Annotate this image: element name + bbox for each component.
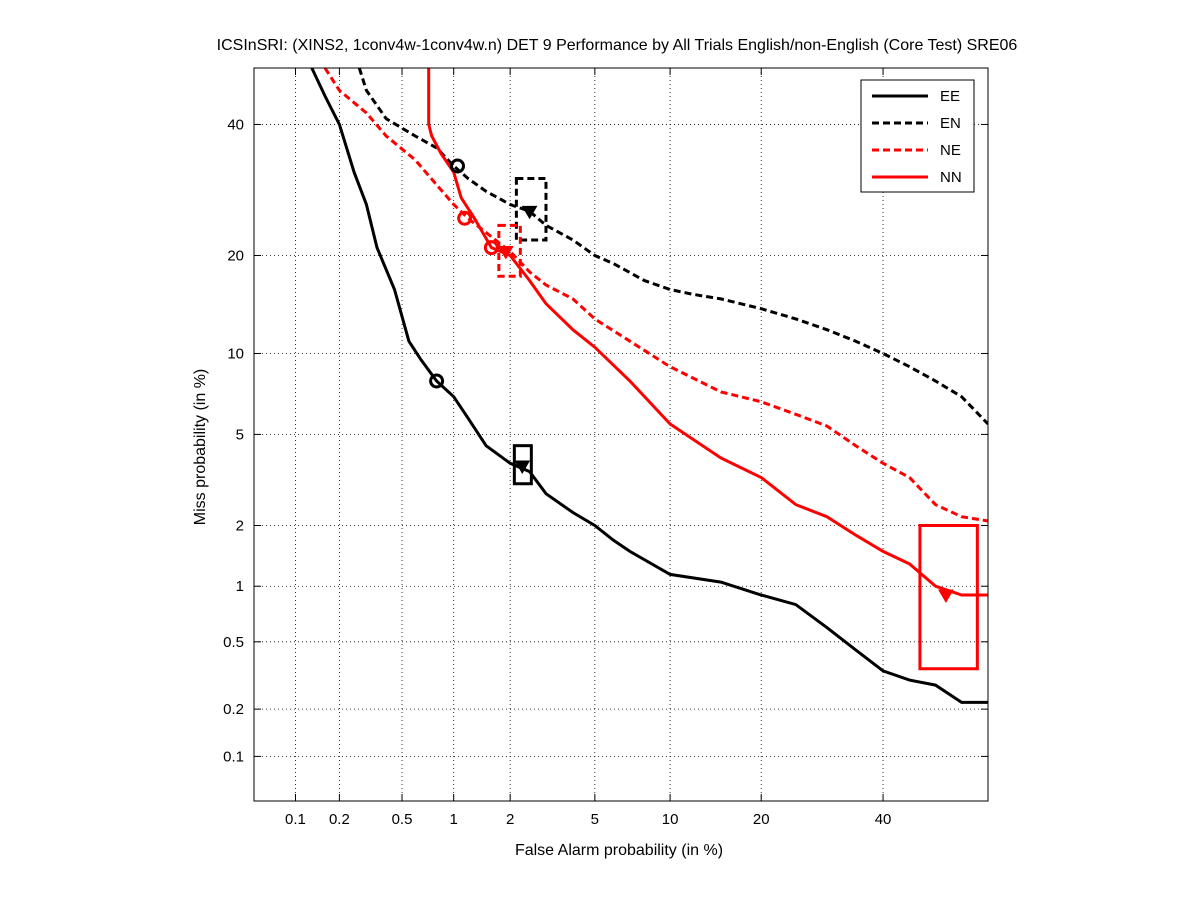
series-line-ne [323,68,988,523]
y-tick-label: 0.2 [223,701,244,718]
y-tick-label: 1 [236,578,244,595]
y-tick-label: 20 [227,247,244,264]
x-tick-label: 5 [591,811,599,828]
x-tick-label: 0.1 [285,811,306,828]
act-dcf-marker-ne [497,246,514,260]
legend-label-ee: EE [940,88,960,105]
chart-title: ICSInSRI: (XINS2, 1conv4w-1conv4w.n) DET… [217,37,1018,54]
x-tick-label: 0.2 [329,811,350,828]
min-dcf-marker-nn [483,240,499,256]
y-tick-label: 40 [227,116,244,133]
min-dcf-marker-ne [457,210,473,226]
y-tick-label: 10 [227,345,244,362]
legend-label-en: EN [940,115,961,132]
y-tick-label: 5 [236,426,244,443]
ci-box-ne [497,223,522,278]
ci-box-en [514,176,548,242]
legend-box [860,79,975,193]
x-tick-label: 20 [753,811,770,828]
x-tick-label: 0.5 [392,811,413,828]
min-dcf-marker-en [450,158,466,174]
marker-layer [429,158,979,671]
x-axis-label: False Alarm probability (in %) [515,842,723,859]
x-tick-label: 40 [875,811,892,828]
min-dcf-marker-ee [429,373,445,389]
series-line-ee [310,68,988,704]
act-dcf-marker-nn [938,589,954,603]
x-tick-label: 10 [662,811,679,828]
legend: EE EN NE NN [860,79,975,193]
legend-label-ne: NE [940,142,961,159]
ci-box-ee [512,444,533,486]
x-tick-label: 1 [450,811,458,828]
ci-box-nn [918,523,979,671]
ticks: 0.1 0.2 0.5 1 2 5 10 20 40 0.1 0.2 0.5 1 2 5 10 20 40 [223,68,988,828]
y-tick-label: 0.5 [223,634,244,651]
y-tick-label: 2 [236,517,244,534]
x-tick-label: 2 [506,811,514,828]
legend-label-nn: NN [940,169,962,186]
act-dcf-marker-en [521,205,538,220]
y-axis-label: Miss probability (in %) [192,369,209,525]
y-tick-label: 0.1 [223,748,244,765]
act-dcf-marker-ee [514,460,531,474]
